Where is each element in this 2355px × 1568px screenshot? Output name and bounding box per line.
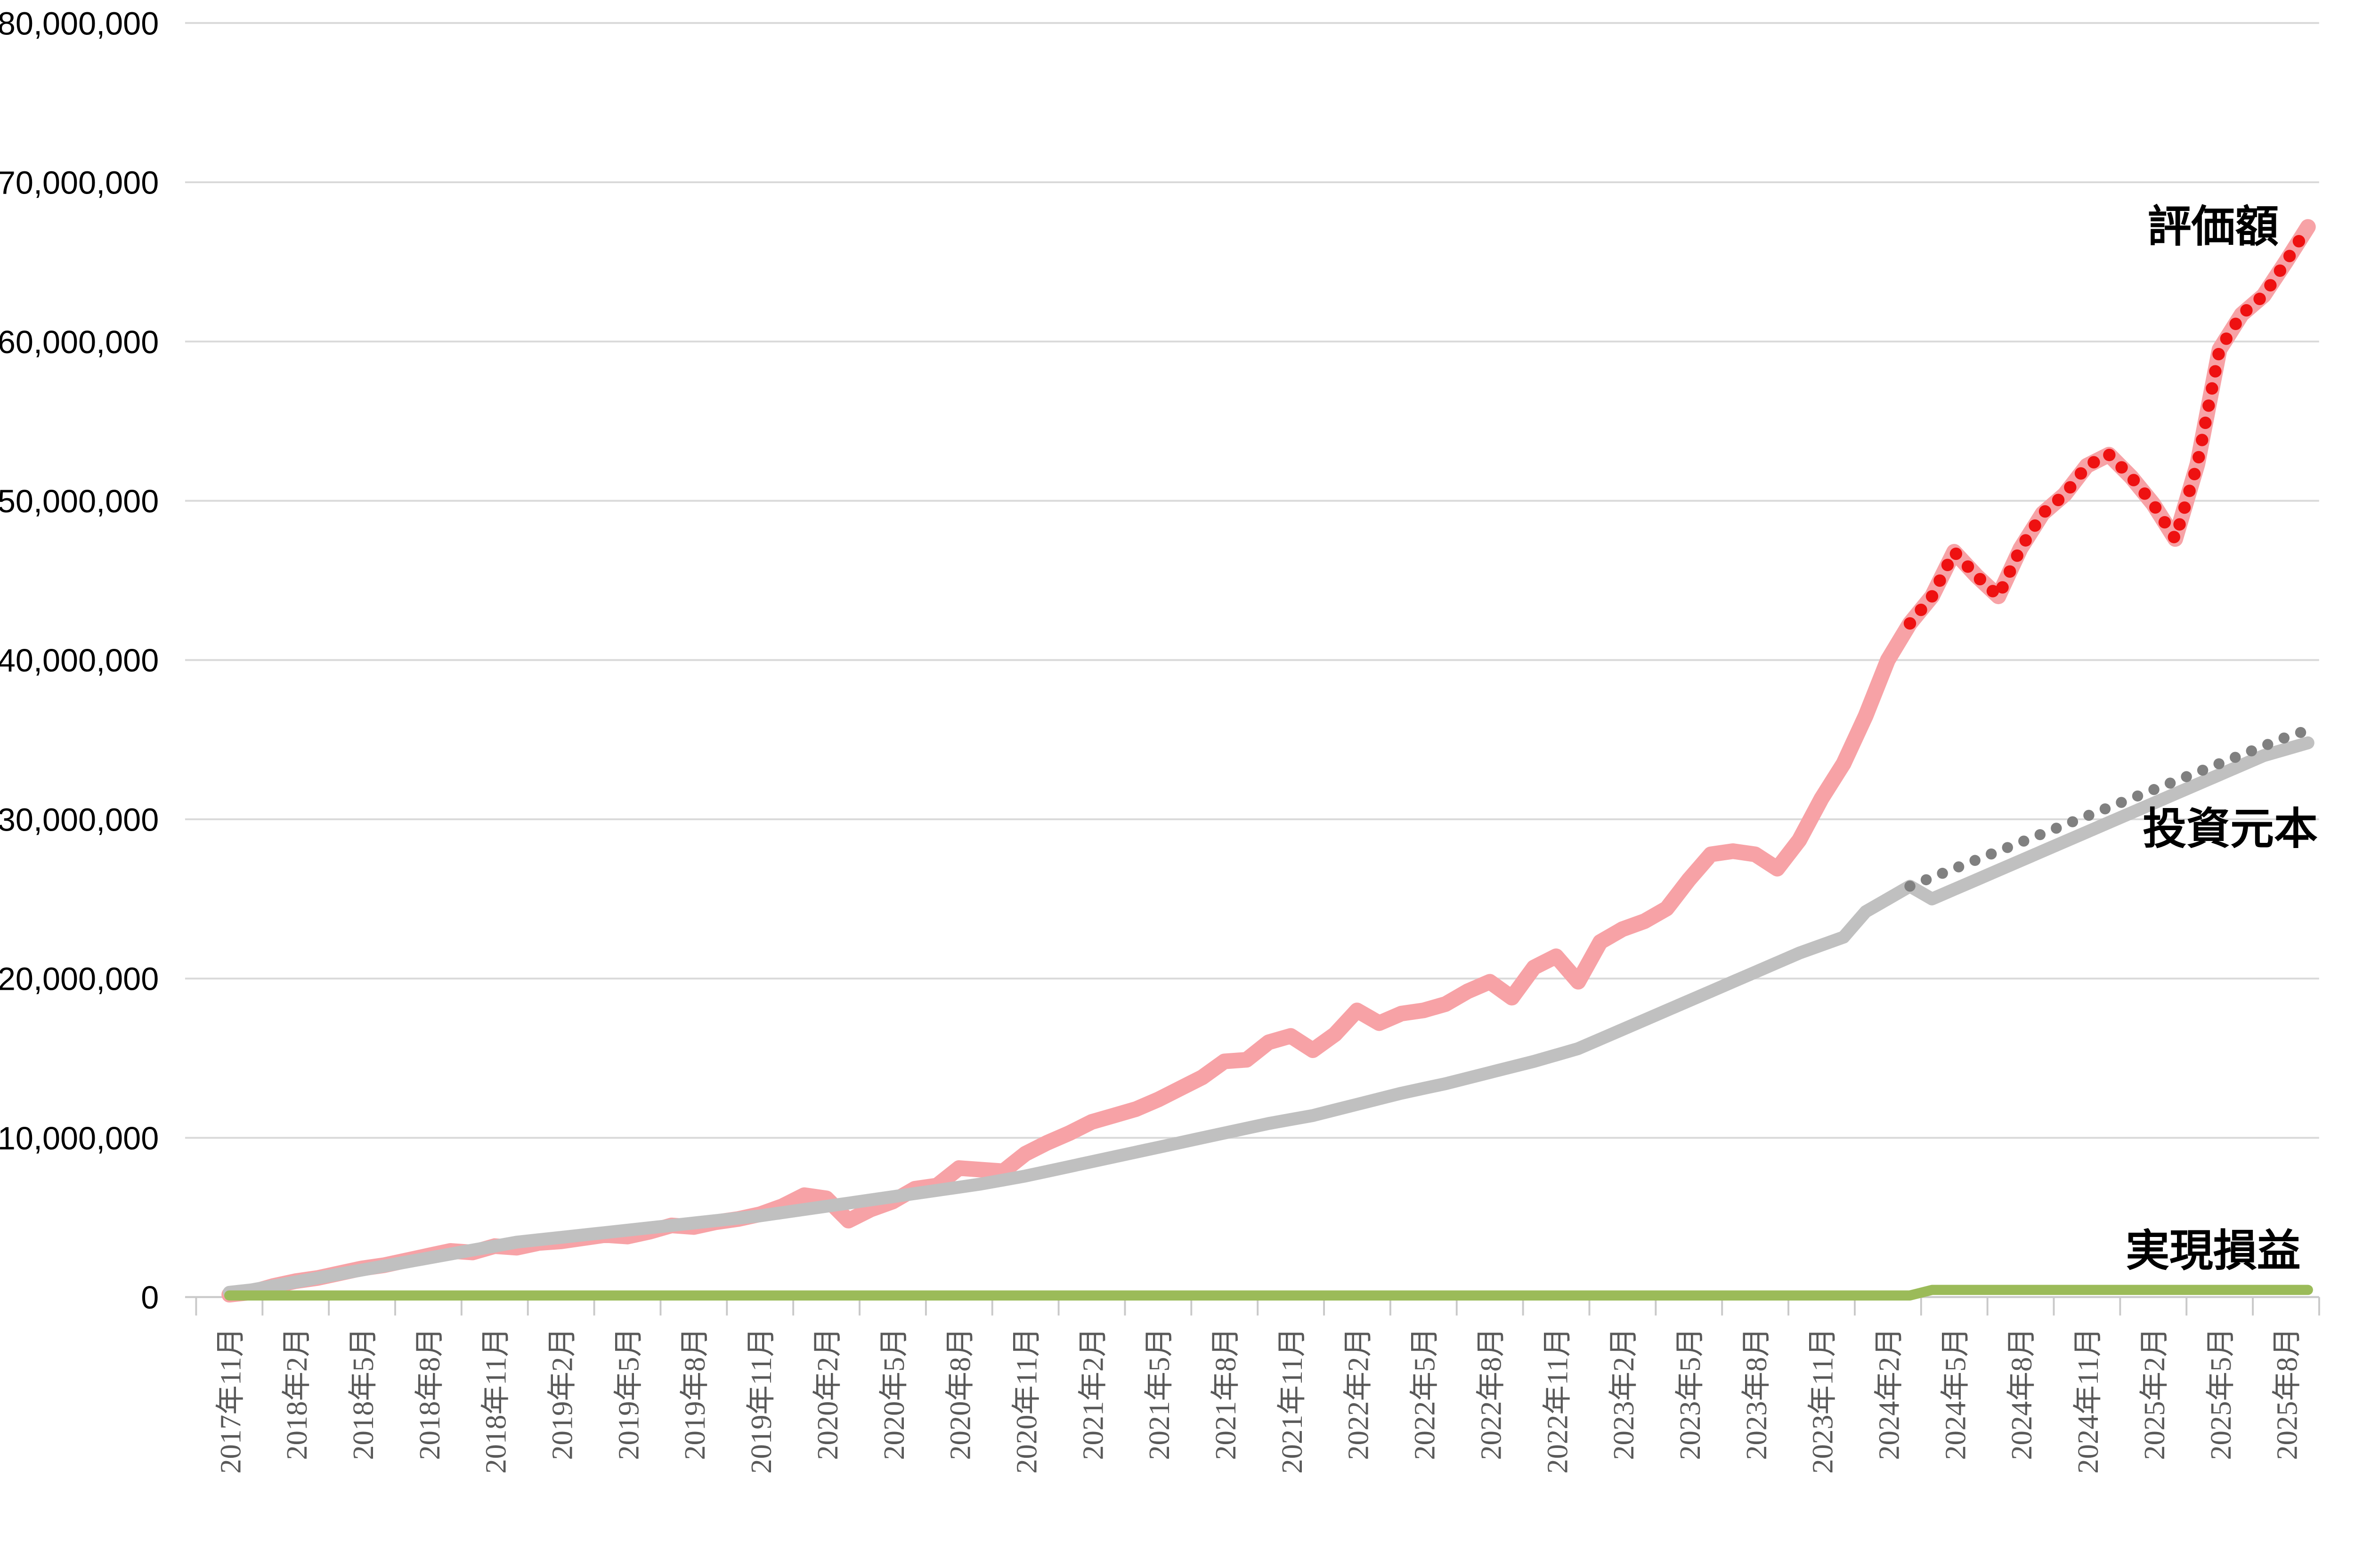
x-axis-tick-label: 2025年8月: [2271, 1327, 2304, 1460]
x-axis-tick-label: 2025年2月: [2138, 1327, 2171, 1460]
x-axis-tick-label: 2021年11月: [1275, 1327, 1308, 1473]
x-axis-tick-label: 2024年5月: [1939, 1327, 1972, 1460]
x-axis-tick-label: 2019年11月: [745, 1327, 778, 1473]
x-axis-tick-label: 2021年8月: [1209, 1327, 1242, 1460]
series-label-hyokagaku: 評価額: [2148, 202, 2279, 251]
y-axis-tick-label: 50,000,000: [0, 484, 159, 519]
x-axis-tick-label: 2020年5月: [877, 1327, 910, 1460]
x-axis-tick-label: 2023年11月: [1806, 1327, 1839, 1473]
series-label-jitsugen-soneki: 実現損益: [2126, 1226, 2300, 1275]
x-axis-tick-label: 2023年5月: [1673, 1327, 1706, 1460]
x-axis-tick-label: 2023年2月: [1607, 1327, 1640, 1460]
dotted-line-toshi-ganpon: [1904, 724, 2314, 892]
x-axis-tick-label: 2020年11月: [1010, 1327, 1043, 1473]
x-axis-tick-label: 2018年8月: [413, 1327, 446, 1460]
y-axis-tick-label: 70,000,000: [0, 165, 159, 201]
x-axis-tick-label: 2019年2月: [546, 1327, 579, 1460]
x-axis-tick-label: 2018年5月: [347, 1327, 380, 1460]
y-axis-tick-label: 30,000,000: [0, 802, 159, 838]
x-axis-labels: 2017年11月 2018年2月 2018年5月 2018年8月 2018年11月 201…: [214, 1327, 2303, 1473]
series-lines: [221, 219, 2316, 1303]
gridlines: [185, 22, 2319, 1298]
x-axis-tick-label: 2024年11月: [2071, 1327, 2104, 1473]
x-axis-tick-label: 2018年2月: [280, 1327, 313, 1460]
x-axis-tick-label: 2019年5月: [612, 1327, 645, 1460]
x-axis-tick-label: 2022年8月: [1474, 1327, 1507, 1460]
x-axis-tick-label: 2020年2月: [811, 1327, 844, 1460]
x-axis-tick-label: 2018年11月: [479, 1327, 512, 1473]
y-axis-tick-label: 10,000,000: [0, 1121, 159, 1156]
series-label-toshi-ganpon: 投資元本: [2143, 804, 2318, 853]
x-axis-tick-label: 2017年11月: [214, 1327, 247, 1473]
x-axis-tick-label: 2024年2月: [1873, 1327, 1906, 1460]
line-toshi-ganpon: [223, 736, 2314, 1299]
x-axis-tick-label: 2022年11月: [1541, 1327, 1574, 1473]
y-axis-tick-label: 20,000,000: [0, 962, 159, 997]
y-axis-tick-label: 60,000,000: [0, 324, 159, 360]
x-axis-tick-label: 2019年8月: [678, 1327, 711, 1460]
y-axis-tick-label: 0: [141, 1280, 159, 1316]
x-axis-tick-label: 2024年8月: [2005, 1327, 2038, 1460]
x-axis-tick-label: 2021年5月: [1143, 1327, 1176, 1460]
x-axis-tick-label: 2022年5月: [1408, 1327, 1441, 1460]
investment-line-chart: 0 10,000,000 20,000,000 30,000,000 40,000,00…: [0, 6, 2320, 1474]
x-axis-tick-label: 2021年2月: [1076, 1327, 1109, 1460]
x-axis-tick-label: 2022年2月: [1342, 1327, 1375, 1460]
dotted-line-hyokagaku: [1903, 220, 2314, 630]
line-jitsugen-soneki: [224, 1285, 2313, 1301]
line-hyokagaku: [221, 219, 2316, 1303]
x-axis-tick-label: 2025年5月: [2204, 1327, 2237, 1460]
y-axis-labels: 0 10,000,000 20,000,000 30,000,000 40,000,00…: [0, 6, 159, 1316]
x-axis-tick-label: 2020年8月: [944, 1327, 977, 1460]
y-axis-tick-label: 80,000,000: [0, 6, 159, 41]
x-axis-tick-label: 2023年8月: [1740, 1327, 1773, 1460]
y-axis-tick-label: 40,000,000: [0, 643, 159, 679]
chart-canvas: 0 10,000,000 20,000,000 30,000,000 40,000,00…: [0, 6, 2320, 1474]
